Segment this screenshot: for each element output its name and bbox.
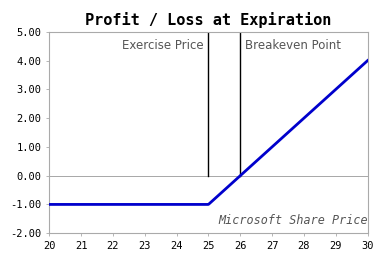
Text: Exercise Price: Exercise Price (122, 39, 204, 52)
Text: Microsoft Share Price: Microsoft Share Price (218, 214, 368, 227)
Text: Breakeven Point: Breakeven Point (245, 39, 341, 52)
Title: Profit / Loss at Expiration: Profit / Loss at Expiration (85, 12, 332, 28)
